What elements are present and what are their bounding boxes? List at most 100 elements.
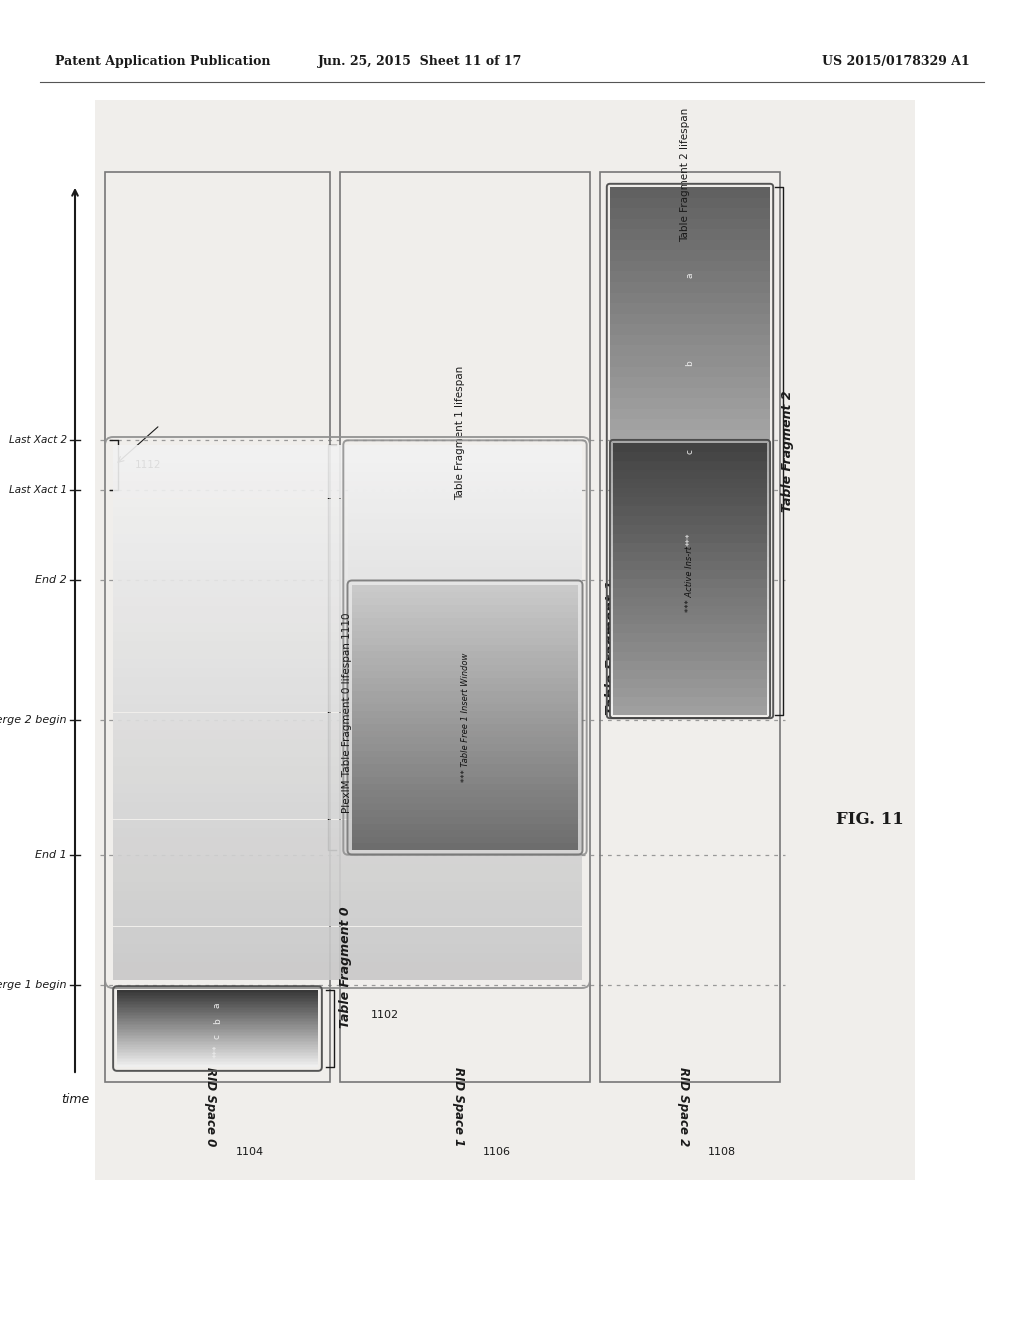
Bar — [117, 1036, 318, 1038]
Bar — [613, 597, 767, 606]
Bar — [113, 855, 582, 865]
Bar — [610, 272, 770, 282]
Bar — [348, 458, 582, 465]
Bar — [113, 865, 582, 873]
Bar — [113, 507, 582, 516]
Bar — [117, 1011, 318, 1014]
Bar — [113, 917, 582, 927]
Bar — [117, 1008, 318, 1010]
Bar — [113, 623, 582, 632]
Text: ***: *** — [213, 1045, 222, 1059]
Bar — [95, 100, 915, 1180]
Bar — [348, 519, 582, 525]
Text: 1104: 1104 — [236, 1147, 263, 1158]
Bar — [117, 990, 318, 991]
Bar — [610, 388, 770, 399]
Text: US 2015/0178329 A1: US 2015/0178329 A1 — [822, 55, 970, 69]
Bar — [352, 758, 578, 764]
Text: Patent Application Publication: Patent Application Publication — [55, 55, 270, 69]
Bar — [613, 451, 767, 461]
Bar — [348, 465, 582, 473]
Text: Table Fragment 2 lifespan: Table Fragment 2 lifespan — [680, 108, 690, 242]
Bar — [352, 843, 578, 850]
Bar — [610, 282, 770, 293]
Bar — [352, 611, 578, 618]
Bar — [348, 648, 582, 655]
Bar — [113, 837, 582, 846]
Bar — [348, 770, 582, 776]
Bar — [117, 1010, 318, 1011]
Bar — [113, 801, 582, 810]
Text: *** Table Free 1 Insert Window: *** Table Free 1 Insert Window — [461, 653, 469, 783]
Text: time: time — [60, 1093, 89, 1106]
Bar — [613, 470, 767, 479]
Bar — [117, 999, 318, 1001]
Text: ***: *** — [685, 532, 694, 545]
Bar — [117, 1063, 318, 1064]
Text: a: a — [685, 272, 694, 277]
Bar — [610, 673, 770, 684]
Bar — [113, 944, 582, 953]
Text: Table Fragment 0: Table Fragment 0 — [340, 907, 352, 1028]
Bar — [348, 655, 582, 661]
Bar — [348, 579, 582, 587]
Bar — [117, 1001, 318, 1002]
Bar — [117, 1028, 318, 1030]
Bar — [352, 771, 578, 777]
Bar — [348, 830, 582, 837]
Bar — [113, 525, 582, 535]
Bar — [613, 669, 767, 678]
Bar — [610, 293, 770, 304]
Bar — [117, 1039, 318, 1040]
Bar — [113, 730, 582, 739]
Bar — [613, 634, 767, 643]
Bar — [348, 729, 582, 735]
Bar — [117, 1061, 318, 1063]
Bar — [610, 694, 770, 705]
Bar — [348, 843, 582, 850]
Bar — [613, 579, 767, 589]
Bar — [613, 533, 767, 543]
Bar — [352, 631, 578, 638]
Bar — [352, 698, 578, 705]
Bar — [352, 711, 578, 718]
Bar — [113, 552, 582, 561]
Bar — [610, 399, 770, 409]
Bar — [610, 325, 770, 335]
Bar — [113, 463, 582, 471]
Bar — [113, 936, 582, 944]
Bar — [610, 420, 770, 430]
Bar — [348, 607, 582, 614]
Bar — [613, 688, 767, 697]
Bar — [352, 677, 578, 684]
Bar — [113, 908, 582, 917]
Text: Jun. 25, 2015  Sheet 11 of 17: Jun. 25, 2015 Sheet 11 of 17 — [317, 55, 522, 69]
Bar — [113, 694, 582, 704]
Bar — [610, 230, 770, 240]
Bar — [352, 837, 578, 843]
Bar — [113, 535, 582, 543]
Bar — [352, 731, 578, 738]
Bar — [610, 441, 770, 451]
Bar — [117, 1065, 318, 1067]
Bar — [610, 261, 770, 272]
Bar — [117, 1022, 318, 1024]
Bar — [113, 480, 582, 490]
Bar — [113, 927, 582, 936]
Bar — [348, 837, 582, 843]
Bar — [352, 797, 578, 804]
Bar — [117, 1051, 318, 1052]
Bar — [610, 304, 770, 314]
Bar — [117, 1003, 318, 1006]
Bar — [113, 739, 582, 748]
Bar — [613, 461, 767, 470]
Bar — [610, 578, 770, 589]
Bar — [613, 697, 767, 706]
Bar — [352, 817, 578, 824]
Bar — [113, 704, 582, 713]
Bar — [117, 1026, 318, 1027]
Bar — [610, 504, 770, 515]
Text: Table Fragment 1: Table Fragment 1 — [605, 579, 618, 715]
Bar — [113, 891, 582, 900]
Bar — [117, 1057, 318, 1059]
